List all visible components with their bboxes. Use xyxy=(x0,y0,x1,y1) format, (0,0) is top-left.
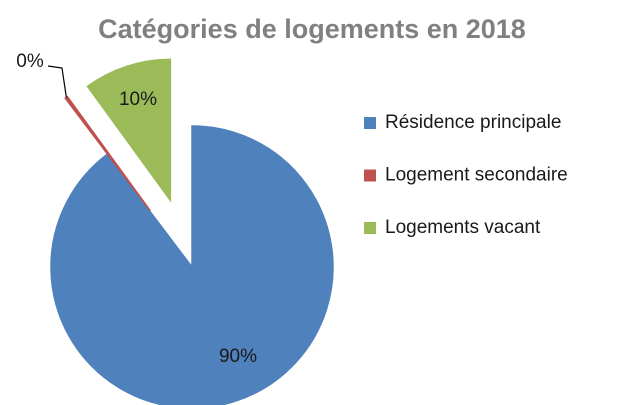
legend-label: Logements vacant xyxy=(385,217,541,238)
legend-label: Résidence principale xyxy=(385,112,561,133)
legend-label: Logement secondaire xyxy=(385,165,568,186)
chart-title: Catégories de logements en 2018 xyxy=(98,14,526,44)
leader-line xyxy=(47,65,67,98)
legend-swatch xyxy=(364,117,376,129)
pie-slice xyxy=(86,58,172,203)
legend-swatch xyxy=(364,222,376,234)
data-label: 10% xyxy=(119,89,157,110)
data-label: 90% xyxy=(219,346,257,367)
pie-slice xyxy=(64,95,151,212)
legend-swatch xyxy=(364,169,376,182)
data-label: 0% xyxy=(16,51,44,72)
pie-slice xyxy=(50,125,334,405)
